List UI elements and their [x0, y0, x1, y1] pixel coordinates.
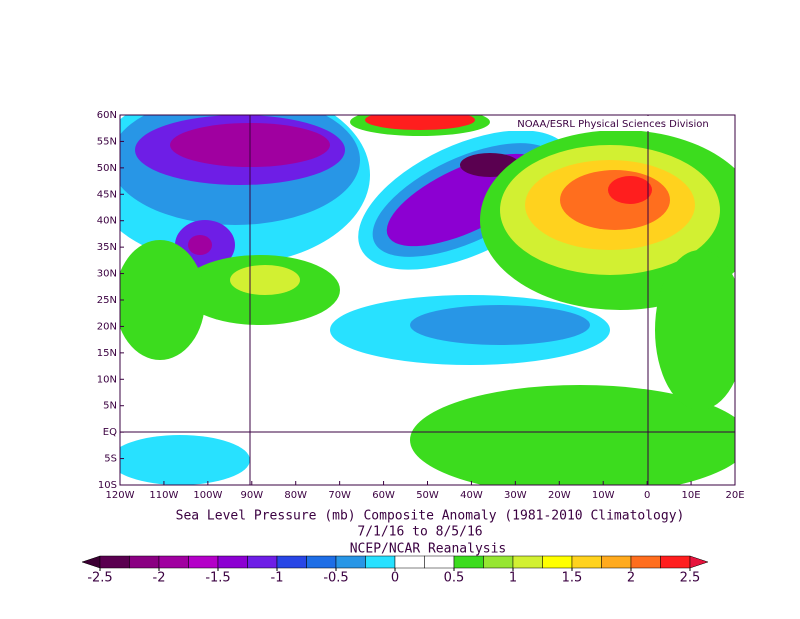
colorbar-segment: [512, 555, 543, 569]
colorbar-tick-label: -2.5: [87, 571, 112, 586]
credit: NOAA/ESRL Physical Sciences Division: [517, 119, 709, 130]
colorbar-segment: [365, 555, 396, 569]
x-tick-label: 110W: [149, 490, 178, 501]
x-tick-label: 50W: [416, 490, 439, 501]
x-tick-label: 40W: [460, 490, 483, 501]
y-tick-label: 10N: [97, 374, 117, 385]
y-tick-label: 55N: [97, 136, 117, 147]
colorbar-segment: [601, 555, 632, 569]
y-tick-label: 15N: [97, 348, 117, 359]
colorbar-tick-label: 0: [391, 571, 399, 586]
colorbar-segment: [542, 555, 573, 569]
caption-title: Sea Level Pressure (mb) Composite Anomal…: [176, 509, 685, 524]
y-tick-label: 30N: [97, 269, 117, 280]
y-tick-label: 25N: [97, 295, 117, 306]
colorbar-segment: [660, 555, 691, 569]
y-tick-label: 20N: [97, 321, 117, 332]
colorbar-tick-label: 2: [627, 571, 635, 586]
x-tick-label: 90W: [240, 490, 263, 501]
y-tick-label: 35N: [97, 242, 117, 253]
colorbar-segment: [335, 555, 366, 569]
colorbar-tick-label: -1: [271, 571, 284, 586]
x-tick-label: 30W: [504, 490, 527, 501]
colorbar-segment: [453, 555, 484, 569]
caption-source: NCEP/NCAR Reanalysis: [350, 542, 507, 557]
x-tick-label: 10W: [592, 490, 615, 501]
colorbar-segment: [630, 555, 661, 569]
colorbar-segment: [424, 555, 455, 569]
colorbar-segment: [483, 555, 514, 569]
colorbar-segment: [306, 555, 337, 569]
colorbar-tick-label: 1: [509, 571, 517, 586]
anomaly-field: [120, 115, 735, 485]
x-tick-label: 0: [644, 490, 650, 501]
colorbar-segment: [188, 555, 219, 569]
y-tick-label: 40N: [97, 216, 117, 227]
x-tick-label: 120W: [106, 490, 135, 501]
y-tick-label: 60N: [97, 110, 117, 121]
colorbar-segment: [571, 555, 602, 569]
y-tick-label: 50N: [97, 163, 117, 174]
colorbar-tick-label: -0.5: [323, 571, 348, 586]
colorbar-segment: [394, 555, 425, 569]
colorbar-tick-label: -2: [153, 571, 166, 586]
colorbar-tick-label: 2.5: [680, 571, 701, 586]
x-tick-label: 20E: [725, 490, 744, 501]
x-tick-label: 80W: [284, 490, 307, 501]
colorbar-tick-label: 0.5: [444, 571, 465, 586]
colorbar-tick-label: 1.5: [562, 571, 583, 586]
credit-box: [493, 116, 733, 131]
colorbar-segment: [129, 555, 160, 569]
y-tick-label: 5N: [103, 401, 117, 412]
colorbar-tick-label: -1.5: [205, 571, 230, 586]
x-tick-label: 10E: [682, 490, 701, 501]
x-tick-label: 60W: [372, 490, 395, 501]
y-tick-label: 10S: [98, 480, 117, 491]
x-tick-label: 20W: [548, 490, 571, 501]
colorbar-segment: [247, 555, 278, 569]
caption-dates: 7/1/16 to 8/5/16: [357, 525, 482, 540]
x-tick-label: 100W: [193, 490, 222, 501]
colorbar-segment: [99, 555, 130, 569]
y-tick-label: 45N: [97, 189, 117, 200]
colorbar-segment: [276, 555, 307, 569]
colorbar-over: [689, 555, 709, 569]
colorbar-segment: [158, 555, 189, 569]
colorbar-segment: [217, 555, 248, 569]
y-tick-label: EQ: [103, 427, 117, 438]
x-tick-label: 70W: [328, 490, 351, 501]
y-tick-label: 5S: [104, 454, 117, 465]
colorbar-under: [81, 555, 101, 569]
